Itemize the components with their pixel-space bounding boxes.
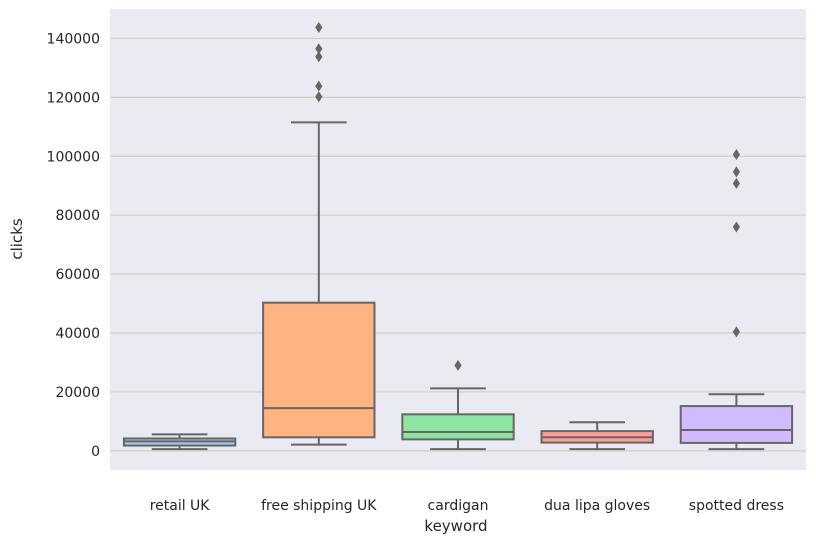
x-axis-label: keyword <box>424 517 487 535</box>
iqr-box <box>262 301 376 439</box>
outlier-point <box>732 221 740 233</box>
box-dua-lipa-gloves <box>540 421 654 451</box>
outlier-point <box>315 43 323 55</box>
box-spotted-dress <box>679 149 794 451</box>
iqr-box <box>401 413 515 441</box>
y-tick-labels: 0 20000 40000 60000 80000 100000 120000 140000 <box>47 31 100 459</box>
y-tick-label: 80000 <box>55 208 100 224</box>
box-cardigan <box>401 359 515 451</box>
outlier-point <box>315 51 323 63</box>
outlier-point <box>732 149 740 161</box>
outlier-point <box>732 177 740 189</box>
outlier-point <box>732 166 740 178</box>
iqr-box <box>679 405 794 444</box>
x-tick-label: retail UK <box>150 498 211 514</box>
x-tick-label: dua lipa gloves <box>544 498 650 514</box>
y-tick-label: 20000 <box>55 385 100 401</box>
x-tick-labels: retail UK free shipping UK cardigan dua lip… <box>150 498 784 514</box>
y-tick-label: 0 <box>91 444 100 460</box>
x-tick-label: cardigan <box>428 498 489 514</box>
outlier-point <box>315 22 323 34</box>
outlier-point <box>315 80 323 92</box>
y-tick-label: 100000 <box>47 149 100 165</box>
x-tick-label: spotted dress <box>689 498 784 514</box>
outlier-point <box>732 326 740 338</box>
boxes <box>122 22 794 451</box>
outlier-point <box>315 91 323 103</box>
outlier-point <box>454 359 462 371</box>
box-retail-uk <box>122 433 237 451</box>
x-tick-label: free shipping UK <box>261 498 377 514</box>
y-axis-label: clicks <box>8 218 26 260</box>
y-tick-label: 60000 <box>55 267 100 283</box>
y-tick-label: 40000 <box>55 326 100 342</box>
y-tick-label: 140000 <box>47 31 100 47</box>
box-free-shipping-uk <box>262 22 376 446</box>
y-tick-label: 120000 <box>47 90 100 106</box>
